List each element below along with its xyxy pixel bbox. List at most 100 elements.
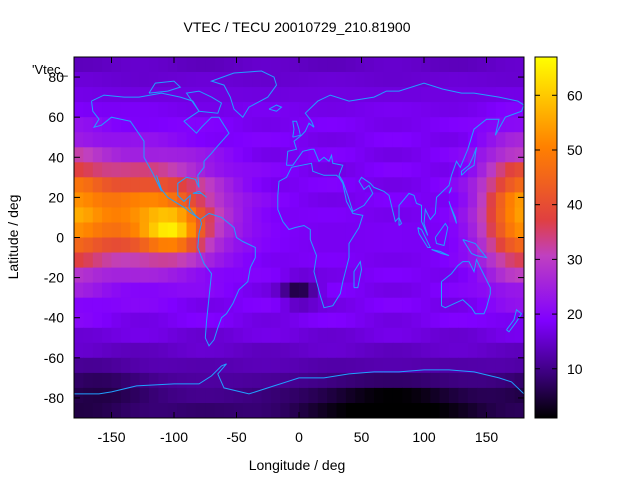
heat-cell bbox=[495, 207, 506, 223]
heat-cell bbox=[458, 252, 469, 269]
heat-cell bbox=[158, 207, 169, 223]
heat-cell bbox=[270, 403, 281, 418]
heat-cell bbox=[111, 267, 122, 284]
heat-cell bbox=[149, 207, 159, 223]
heat-cell bbox=[205, 207, 216, 223]
heat-cell bbox=[177, 147, 188, 163]
heat-cell bbox=[355, 387, 366, 404]
heat-cell bbox=[364, 267, 375, 284]
y-tick-label: 60 bbox=[48, 109, 64, 125]
heat-cell bbox=[111, 297, 122, 314]
heat-cell bbox=[83, 297, 94, 314]
heat-cell bbox=[149, 57, 159, 73]
heat-cell bbox=[364, 357, 375, 374]
heat-cell bbox=[270, 282, 281, 299]
heat-cell bbox=[102, 312, 113, 329]
heat-cell bbox=[477, 177, 488, 193]
heat-cell bbox=[392, 372, 403, 389]
heat-cell bbox=[158, 297, 169, 314]
heat-cell bbox=[486, 252, 497, 269]
heat-cell bbox=[308, 177, 319, 193]
heat-cell bbox=[411, 372, 422, 389]
heat-cell bbox=[458, 117, 469, 133]
heat-cell bbox=[364, 132, 375, 148]
coastline-philippines bbox=[448, 201, 457, 224]
heat-cell bbox=[477, 387, 488, 404]
heat-cell bbox=[280, 147, 291, 163]
heat-cell bbox=[458, 57, 469, 73]
heat-cell bbox=[486, 387, 497, 404]
heat-cell bbox=[214, 252, 225, 269]
heat-cell bbox=[270, 102, 281, 118]
heat-cell bbox=[505, 387, 516, 404]
heat-cell bbox=[289, 252, 300, 269]
heat-cell bbox=[224, 222, 234, 239]
heat-cell bbox=[458, 132, 469, 148]
heat-cell bbox=[317, 252, 328, 269]
heat-cell bbox=[224, 207, 234, 223]
heat-cell bbox=[242, 342, 253, 359]
heat-cell bbox=[158, 312, 169, 329]
heat-cell bbox=[411, 222, 422, 239]
heat-cell bbox=[167, 297, 178, 314]
heat-cell bbox=[74, 207, 84, 223]
heat-cell bbox=[167, 403, 178, 418]
heat-cell bbox=[270, 267, 281, 284]
heat-cell bbox=[149, 372, 159, 389]
heat-cell bbox=[383, 282, 394, 299]
heat-cell bbox=[364, 403, 375, 418]
heat-cell bbox=[92, 357, 103, 374]
heat-cell bbox=[392, 282, 403, 299]
heat-cell bbox=[92, 267, 103, 284]
heat-cell bbox=[242, 222, 253, 239]
heat-cell bbox=[449, 147, 459, 163]
heat-cell bbox=[392, 222, 403, 239]
heat-cell bbox=[186, 87, 197, 103]
y-axis-ticks: -80 -60 -40 -20 0 20 40 60 80 bbox=[44, 69, 524, 406]
heat-cell bbox=[336, 357, 347, 374]
heat-cell bbox=[486, 117, 497, 133]
heat-cell bbox=[505, 177, 516, 193]
heat-cell bbox=[345, 117, 356, 133]
heat-cell bbox=[392, 327, 403, 344]
heat-cell bbox=[336, 312, 347, 329]
heat-cell bbox=[233, 192, 244, 208]
heat-cell bbox=[355, 222, 366, 239]
heat-cell bbox=[374, 387, 384, 404]
heat-cell bbox=[308, 297, 319, 314]
heat-cell bbox=[374, 72, 384, 88]
heat-cell bbox=[420, 342, 431, 359]
heat-cell bbox=[467, 102, 478, 118]
heat-cell bbox=[130, 132, 141, 148]
heat-cell bbox=[195, 342, 206, 359]
heat-cell bbox=[486, 177, 497, 193]
heat-cell bbox=[74, 357, 84, 374]
heat-cell bbox=[439, 282, 450, 299]
heat-cell bbox=[364, 177, 375, 193]
heat-cell bbox=[430, 207, 441, 223]
heat-cell bbox=[467, 72, 478, 88]
heat-cell bbox=[439, 147, 450, 163]
heat-cell bbox=[355, 177, 366, 193]
heat-cell bbox=[130, 162, 141, 178]
heat-cell bbox=[467, 147, 478, 163]
heat-cell bbox=[167, 282, 178, 299]
heat-cell bbox=[439, 327, 450, 344]
heat-cell bbox=[477, 372, 488, 389]
heat-cell bbox=[439, 87, 450, 103]
heat-cell bbox=[383, 177, 394, 193]
heat-cell bbox=[233, 87, 244, 103]
heat-cell bbox=[477, 207, 488, 223]
heat-cell bbox=[242, 72, 253, 88]
heat-cell bbox=[83, 387, 94, 404]
heat-cell bbox=[420, 312, 431, 329]
heat-cell bbox=[252, 342, 263, 359]
heat-cell bbox=[411, 57, 422, 73]
heat-cell bbox=[242, 177, 253, 193]
heat-cell bbox=[214, 387, 225, 404]
heat-cell bbox=[195, 162, 206, 178]
heat-cell bbox=[430, 252, 441, 269]
heat-cell bbox=[505, 102, 516, 118]
heat-cell bbox=[242, 372, 253, 389]
heat-cell bbox=[505, 252, 516, 269]
